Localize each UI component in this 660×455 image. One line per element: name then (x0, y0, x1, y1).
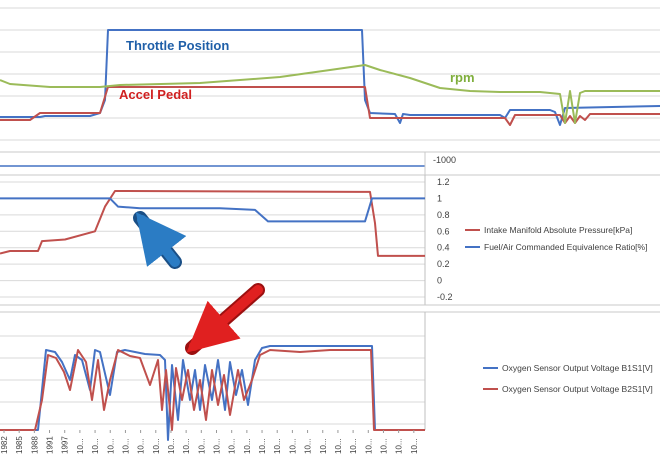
panel-oxygen-lines (0, 345, 425, 441)
y-tick-label: 0.8 (437, 210, 450, 220)
panel-map: 1.2 1 0.8 0.6 0.4 0.2 0 -0.2 Intake Manifold Ab… (0, 175, 660, 306)
red-arrow-annotation (185, 283, 265, 355)
y-tick-label: -0.2 (437, 292, 453, 302)
legend-label-b1s1: Oxygen Sensor Output Voltage B1S1[V] (502, 363, 653, 373)
panel-throttle-lines (0, 29, 660, 126)
panel-oxygen-xaxis: 1982 1985 1988 1991 1997 10... 10... 10... 10...… (0, 430, 419, 454)
panel-map-lines (0, 190, 425, 257)
x-tick-label: 10... (121, 438, 130, 454)
x-tick-label: 10... (91, 438, 100, 454)
panel-oxygen: Oxygen Sensor Output Voltage B1S1[V] Oxy… (0, 311, 660, 454)
x-tick-label: 10... (243, 438, 252, 454)
y-tick-label: 0.6 (437, 226, 450, 236)
legend-label-b2s1: Oxygen Sensor Output Voltage B2S1[V] (502, 384, 653, 394)
x-tick-label: 1988 (30, 436, 39, 454)
y-tick-label: 1 (437, 193, 442, 203)
x-tick-label: 10... (395, 438, 404, 454)
panel-map-yaxis: 1.2 1 0.8 0.6 0.4 0.2 0 -0.2 (437, 177, 453, 302)
x-tick-label: 10... (167, 438, 176, 454)
y-tick-label: 1.2 (437, 177, 450, 187)
legend-map: Intake Manifold Absolute Pressure[kPa] F… (465, 225, 647, 252)
panel-map-gridlines (0, 181, 425, 298)
panel-strip: -1000 (0, 151, 660, 176)
strip-tick-label: -1000 (433, 155, 456, 165)
x-tick-label: 10... (273, 438, 282, 454)
x-tick-label: 10... (213, 438, 222, 454)
x-tick-label: 1985 (15, 436, 24, 454)
label-accel-pedal: Accel Pedal (119, 87, 192, 102)
x-tick-label: 1982 (0, 436, 9, 454)
legend-oxygen: Oxygen Sensor Output Voltage B1S1[V] Oxy… (483, 363, 653, 394)
x-tick-label: 10... (379, 438, 388, 454)
x-tick-label: 10... (334, 438, 343, 454)
x-tick-label: 10... (137, 438, 146, 454)
series-line-fuel-air-commanded-equivalence-ratio (0, 197, 425, 223)
legend-label-equivalence: Fuel/Air Commanded Equivalence Ratio[%] (484, 242, 647, 252)
x-tick-label: 10... (349, 438, 358, 454)
x-tick-label: 10... (76, 438, 85, 454)
series-line-accel-pedal (0, 86, 660, 126)
x-tick-label: 10... (288, 438, 297, 454)
blue-arrow-annotation (133, 211, 187, 269)
x-tick-label: 10... (106, 438, 115, 454)
legend-label-map: Intake Manifold Absolute Pressure[kPa] (484, 225, 632, 235)
x-tick-label: 10... (364, 438, 373, 454)
series-line-oxygen-sensor-output-voltage-b1s1-v (0, 345, 425, 441)
x-tick-label: 10... (410, 438, 419, 454)
label-rpm: rpm (450, 70, 475, 85)
x-tick-label: 1991 (46, 436, 55, 454)
y-tick-label: 0.4 (437, 243, 450, 253)
blue-arrow-icon (135, 212, 187, 267)
x-tick-label: 10... (258, 438, 267, 454)
panel-throttle-bg (0, 0, 660, 152)
x-tick-label: 10... (228, 438, 237, 454)
y-tick-label: 0 (437, 276, 442, 286)
x-tick-label: 10... (319, 438, 328, 454)
x-tick-label: 10... (304, 438, 313, 454)
x-tick-label: 10... (197, 438, 206, 454)
label-throttle-position: Throttle Position (126, 38, 229, 53)
x-tick-label: 10... (182, 438, 191, 454)
x-tick-label: 1997 (61, 436, 70, 454)
series-line-rpm (0, 64, 660, 124)
series-line-intake-manifold-absolute-pressure-kpa (0, 190, 425, 257)
x-tick-label: 10... (152, 438, 161, 454)
panel-throttle: Throttle Position Accel Pedal rpm (0, 0, 660, 152)
series-line-oxygen-sensor-output-voltage-b2s1-v (0, 349, 425, 431)
y-tick-label: 0.2 (437, 259, 450, 269)
red-arrow-icon (186, 285, 263, 353)
